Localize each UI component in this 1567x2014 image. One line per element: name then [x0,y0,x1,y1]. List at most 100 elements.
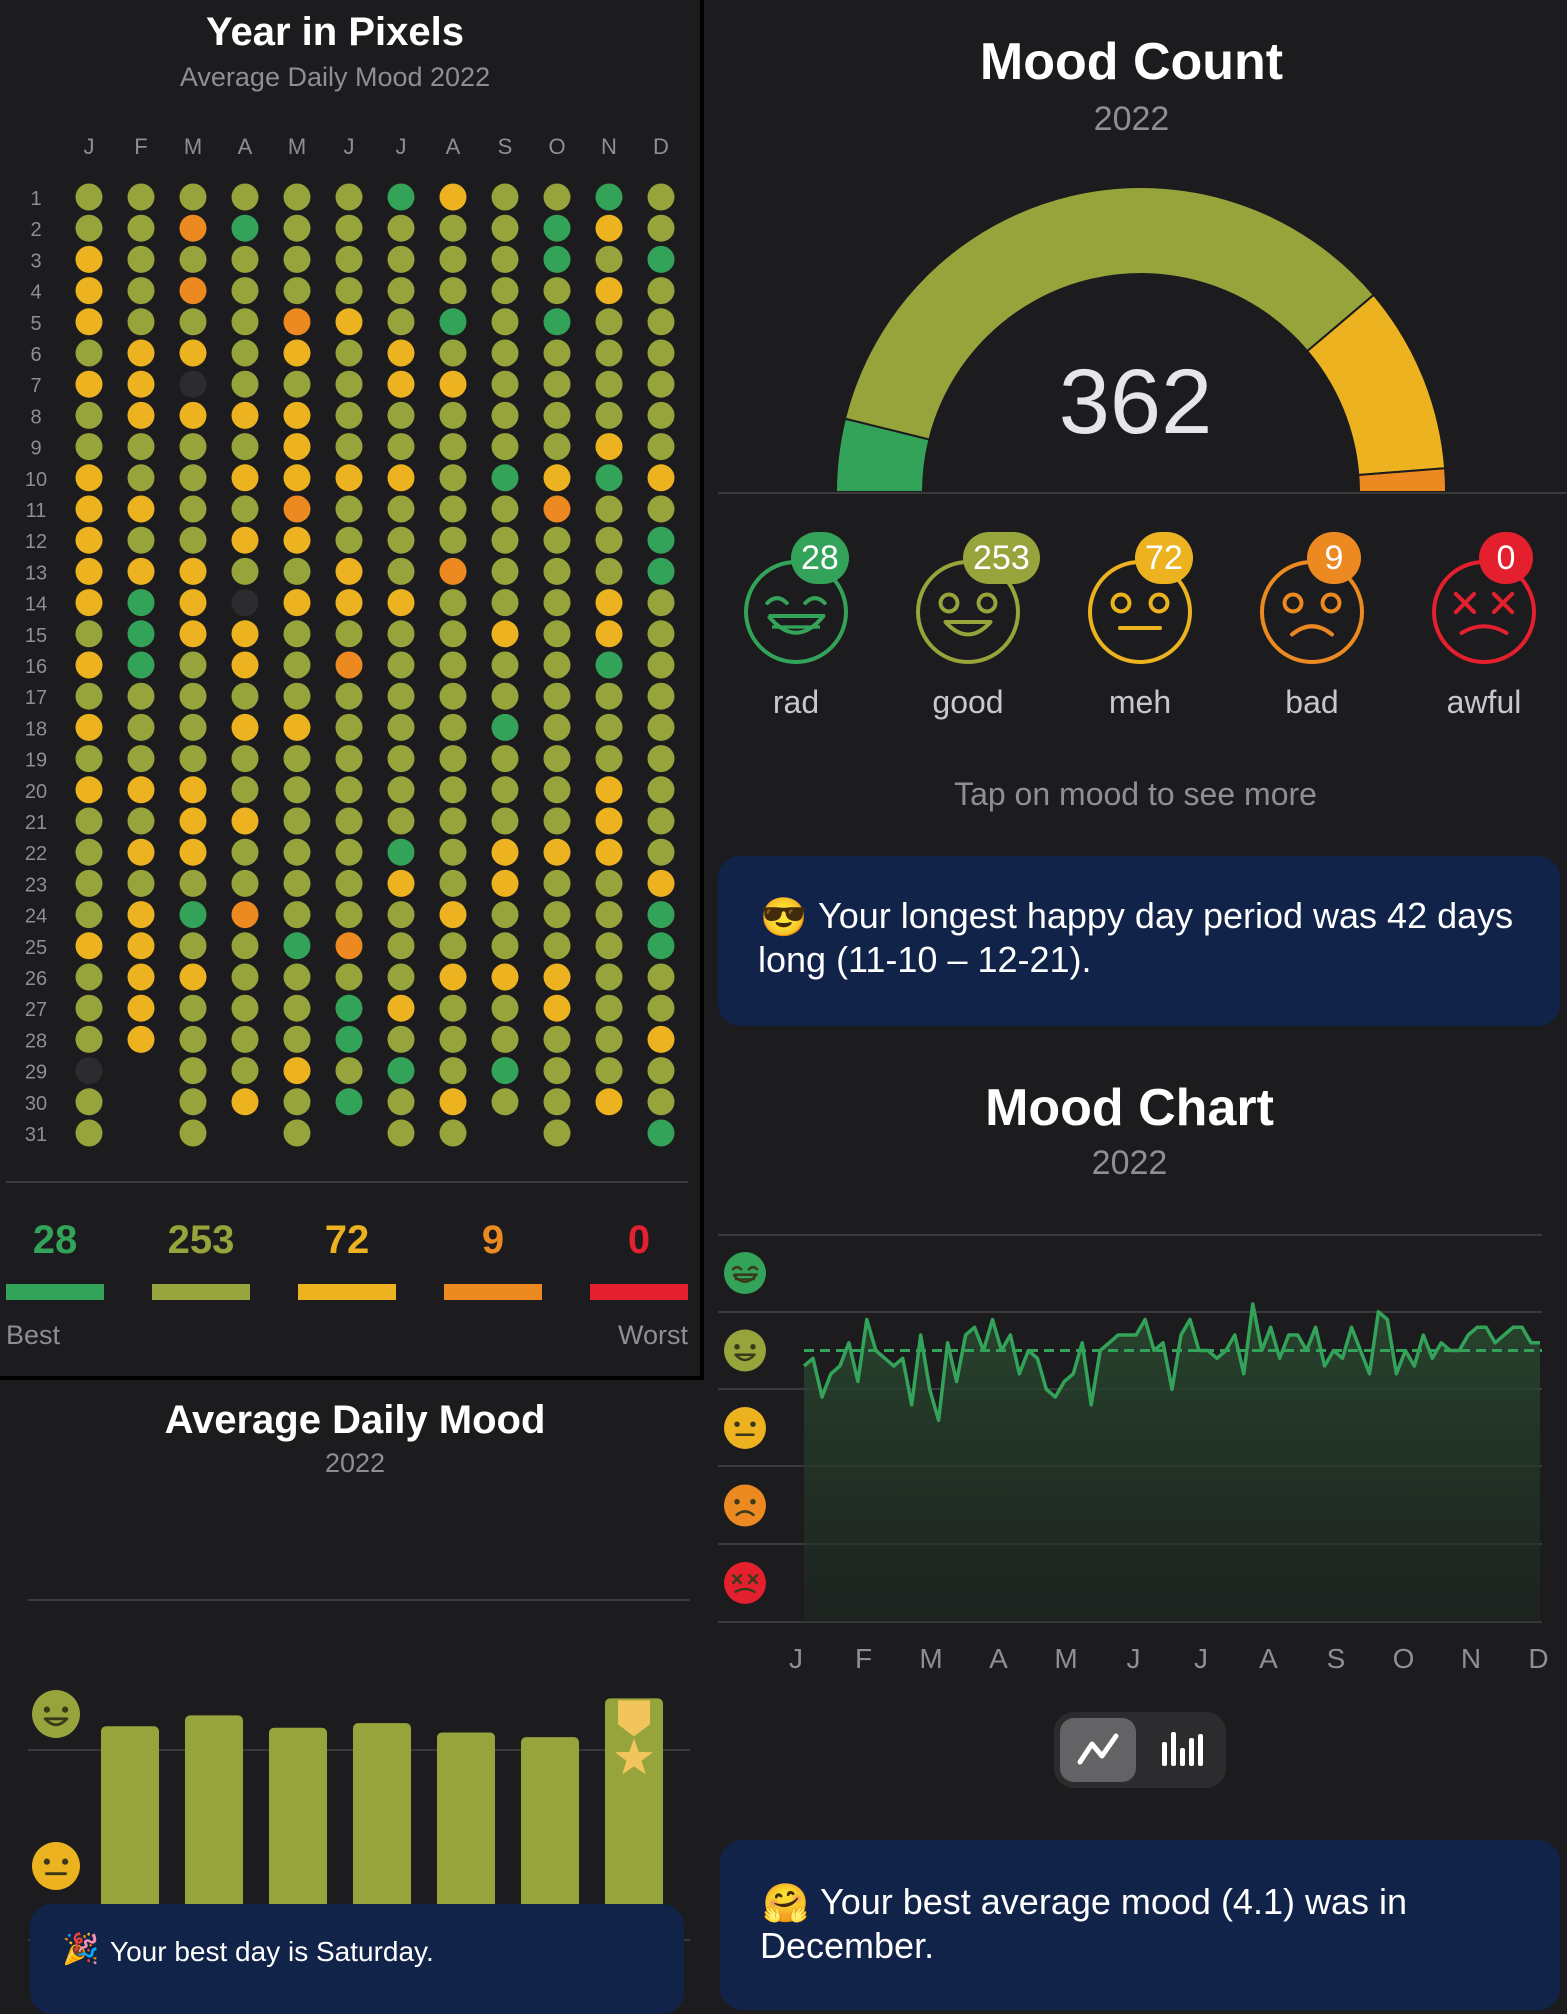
day-pixel[interactable] [75,838,103,866]
mood-item-good[interactable]: good 253 [893,532,1043,726]
day-pixel[interactable] [231,401,259,429]
day-pixel[interactable] [595,433,623,461]
day-pixel[interactable] [491,245,519,273]
day-pixel[interactable] [127,308,155,336]
day-pixel[interactable] [179,464,207,492]
day-pixel[interactable] [647,682,675,710]
day-pixel[interactable] [179,838,207,866]
day-pixel[interactable] [127,464,155,492]
day-pixel[interactable] [647,308,675,336]
day-pixel[interactable] [543,932,571,960]
day-pixel[interactable] [283,1119,311,1147]
day-pixel[interactable] [387,526,415,554]
day-pixel[interactable] [491,1057,519,1085]
day-pixel[interactable] [335,994,363,1022]
day-pixel[interactable] [179,807,207,835]
day-pixel[interactable] [491,589,519,617]
day-pixel[interactable] [75,433,103,461]
day-pixel[interactable] [543,183,571,211]
day-pixel[interactable] [595,1088,623,1116]
weekday-bar[interactable] [521,1737,579,1930]
day-pixel[interactable] [491,401,519,429]
day-pixel[interactable] [491,838,519,866]
day-pixel[interactable] [179,526,207,554]
day-pixel[interactable] [179,1025,207,1053]
day-pixel[interactable] [595,994,623,1022]
day-pixel[interactable] [179,745,207,773]
day-pixel[interactable] [387,1057,415,1085]
day-pixel[interactable] [231,776,259,804]
day-pixel[interactable] [179,214,207,242]
day-pixel[interactable] [647,1119,675,1147]
day-pixel[interactable] [647,589,675,617]
day-pixel[interactable] [179,557,207,585]
day-pixel[interactable] [543,963,571,991]
day-pixel[interactable] [231,963,259,991]
day-pixel[interactable] [75,464,103,492]
day-pixel[interactable] [491,495,519,523]
day-pixel[interactable] [387,651,415,679]
day-pixel[interactable] [647,277,675,305]
day-pixel[interactable] [335,589,363,617]
day-pixel[interactable] [127,401,155,429]
day-pixel[interactable] [491,1025,519,1053]
day-pixel[interactable] [439,807,467,835]
day-pixel[interactable] [231,932,259,960]
day-pixel[interactable] [231,869,259,897]
day-pixel[interactable] [231,807,259,835]
day-pixel[interactable] [335,557,363,585]
day-pixel[interactable] [231,214,259,242]
day-pixel[interactable] [283,713,311,741]
weekday-bar[interactable] [437,1732,495,1930]
day-pixel[interactable] [283,557,311,585]
day-pixel[interactable] [127,901,155,929]
day-pixel[interactable] [387,1088,415,1116]
day-pixel[interactable] [283,682,311,710]
day-pixel[interactable] [647,651,675,679]
day-pixel[interactable] [231,557,259,585]
day-pixel[interactable] [335,776,363,804]
day-pixel[interactable] [335,745,363,773]
day-pixel[interactable] [75,526,103,554]
day-pixel[interactable] [179,682,207,710]
day-pixel[interactable] [179,932,207,960]
day-pixel[interactable] [231,183,259,211]
day-pixel[interactable] [127,495,155,523]
day-pixel[interactable] [387,495,415,523]
day-pixel[interactable] [127,245,155,273]
day-pixel[interactable] [491,776,519,804]
day-pixel[interactable] [335,214,363,242]
day-pixel[interactable] [179,401,207,429]
day-pixel[interactable] [439,557,467,585]
day-pixel[interactable] [179,339,207,367]
day-pixel[interactable] [127,807,155,835]
day-pixel[interactable] [439,245,467,273]
day-pixel[interactable] [179,370,207,398]
day-pixel[interactable] [127,713,155,741]
day-pixel[interactable] [75,963,103,991]
day-pixel[interactable] [283,807,311,835]
day-pixel[interactable] [283,1088,311,1116]
day-pixel[interactable] [127,214,155,242]
day-pixel[interactable] [231,713,259,741]
day-pixel[interactable] [595,464,623,492]
day-pixel[interactable] [491,807,519,835]
day-pixel[interactable] [75,495,103,523]
day-pixel[interactable] [283,869,311,897]
day-pixel[interactable] [387,807,415,835]
day-pixel[interactable] [595,277,623,305]
day-pixel[interactable] [75,901,103,929]
day-pixel[interactable] [75,401,103,429]
day-pixel[interactable] [491,932,519,960]
day-pixel[interactable] [647,183,675,211]
day-pixel[interactable] [647,901,675,929]
day-pixel[interactable] [127,994,155,1022]
day-pixel[interactable] [439,401,467,429]
day-pixel[interactable] [595,932,623,960]
day-pixel[interactable] [335,651,363,679]
day-pixel[interactable] [387,433,415,461]
day-pixel[interactable] [439,214,467,242]
day-pixel[interactable] [127,620,155,648]
day-pixel[interactable] [439,589,467,617]
day-pixel[interactable] [595,963,623,991]
